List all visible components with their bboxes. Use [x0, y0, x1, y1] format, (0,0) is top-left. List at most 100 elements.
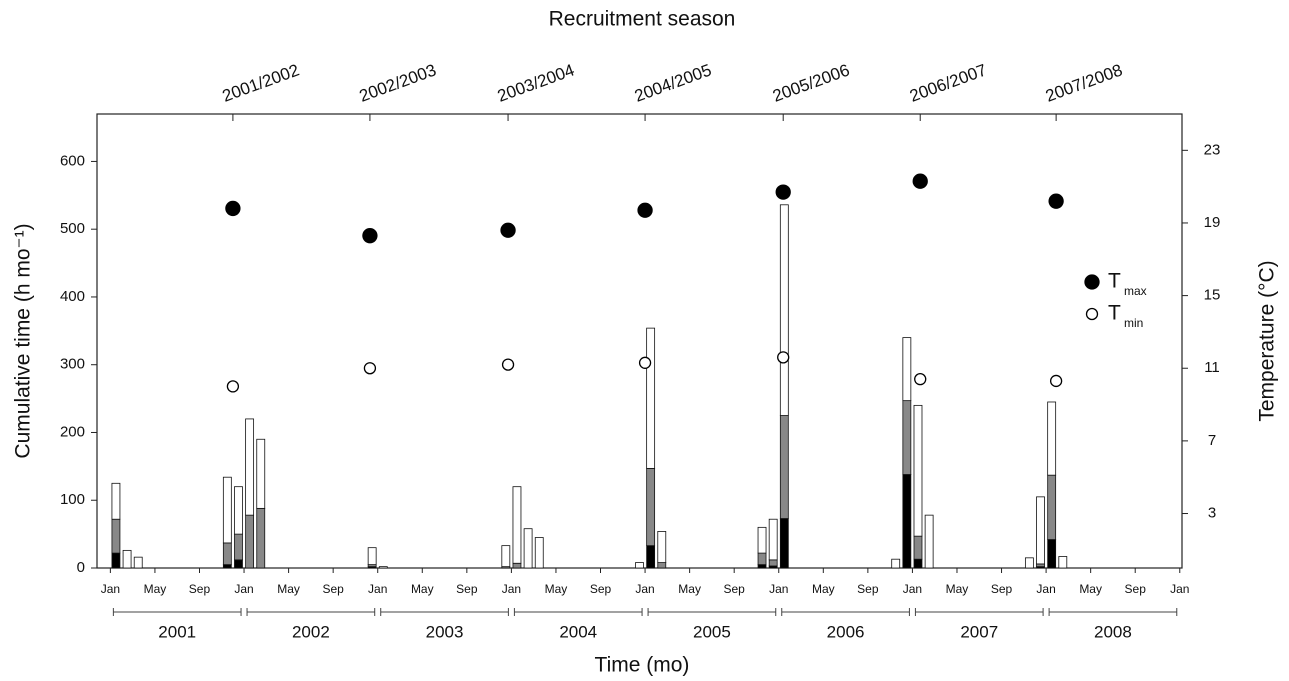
- year-label: 2006: [827, 622, 865, 641]
- x-tick-label: Sep: [991, 582, 1013, 596]
- y2-tick-label: 15: [1204, 287, 1221, 304]
- bar-segment: [646, 545, 656, 569]
- x-tick-label: Jan: [903, 582, 922, 596]
- y-tick-label: 0: [77, 559, 85, 576]
- y2-tick-label: 7: [1208, 432, 1216, 449]
- bar-segment: [657, 562, 667, 569]
- bar-segment: [902, 474, 912, 569]
- bar-segment: [1036, 563, 1045, 568]
- x-tick-label: May: [545, 582, 568, 596]
- x-tick-label: May: [277, 582, 300, 596]
- temperature-point: [912, 173, 928, 189]
- x-tick-label: Jan: [1170, 582, 1189, 596]
- bar-segment: [133, 556, 143, 569]
- year-label: 2001: [158, 622, 196, 641]
- x-tick-label: Jan: [1036, 582, 1055, 596]
- x2-tick-label: 2006/2007: [907, 60, 989, 105]
- bar-segment: [768, 518, 778, 561]
- bar-segment: [1058, 556, 1068, 569]
- x-tick-label: Sep: [590, 582, 612, 596]
- temperature-point: [637, 202, 653, 218]
- year-label: 2003: [426, 622, 464, 641]
- bar-segment: [1047, 474, 1057, 540]
- y-tick-label: 300: [60, 356, 85, 373]
- temperature-point: [777, 351, 790, 364]
- x2-tick-label: 2002/2003: [357, 60, 439, 105]
- bar-segment: [234, 533, 243, 561]
- bar-segment: [222, 564, 232, 569]
- temperature-point: [362, 228, 378, 244]
- legend-marker: [1085, 307, 1099, 321]
- bar-segment: [646, 327, 656, 469]
- x2-tick-label: 2001/2002: [220, 60, 302, 105]
- x-tick-label: Jan: [502, 582, 521, 596]
- y-tick-label: 500: [60, 220, 85, 237]
- year-label: 2005: [693, 622, 731, 641]
- legend-marker: [1084, 274, 1100, 290]
- bar-segment: [757, 526, 767, 554]
- year-label: 2002: [292, 622, 330, 641]
- bar-segment: [1024, 557, 1034, 569]
- bar-segment: [234, 559, 243, 569]
- x-tick-label: Jan: [234, 582, 253, 596]
- bar-segment: [913, 535, 923, 560]
- x-tick-label: Jan: [635, 582, 654, 596]
- bar-segment: [768, 559, 778, 567]
- temperature-point: [775, 184, 791, 200]
- y2-tick-label: 23: [1204, 141, 1221, 158]
- bar-segment: [245, 514, 255, 569]
- bar-segment: [222, 542, 232, 566]
- x-tick-label: Sep: [857, 582, 879, 596]
- x-tick-label: Sep: [189, 582, 211, 596]
- temperature-point: [914, 372, 927, 386]
- legend-subscript: min: [1124, 316, 1143, 330]
- y-tick-label: 400: [60, 288, 85, 305]
- bar-segment: [779, 415, 789, 519]
- bar-segment: [534, 537, 544, 569]
- bar-segment: [635, 562, 644, 569]
- legend-label: T: [1108, 270, 1121, 293]
- year-label: 2004: [559, 622, 597, 641]
- bar-segment: [111, 482, 121, 520]
- x-tick-label: May: [946, 582, 969, 596]
- bar-segment: [1047, 401, 1057, 476]
- bar-segment: [367, 547, 377, 566]
- x-tick-label: May: [812, 582, 835, 596]
- bar-segment: [501, 545, 511, 568]
- x-tick-label: Sep: [724, 582, 746, 596]
- temperature-point: [500, 222, 516, 238]
- temperature-point: [501, 358, 515, 371]
- bar-segment: [757, 564, 767, 569]
- bar-segment: [523, 528, 533, 569]
- x2-tick-label: 2003/2004: [495, 60, 577, 105]
- x-tick-label: Jan: [368, 582, 387, 596]
- bar-segment: [779, 204, 789, 416]
- bar-segment: [256, 507, 266, 569]
- bar-segment: [1036, 496, 1045, 565]
- x-tick-label: May: [411, 582, 434, 596]
- x-tick-label: Jan: [101, 582, 120, 596]
- year-label: 2007: [960, 622, 998, 641]
- bar-segment: [256, 438, 266, 509]
- x-tick-label: May: [678, 582, 701, 596]
- temperature-point: [225, 200, 241, 217]
- temperature-point: [226, 380, 240, 393]
- x-tick-label: Sep: [456, 582, 478, 596]
- year-label: 2008: [1094, 622, 1132, 641]
- y-axis-title: Cumulative time (h mo⁻¹): [12, 223, 35, 458]
- bar-segment: [779, 518, 789, 569]
- y-tick-label: 100: [60, 491, 85, 508]
- y2-tick-label: 19: [1204, 214, 1221, 231]
- bar-segment: [924, 514, 934, 569]
- x-tick-label: Sep: [322, 582, 344, 596]
- bar-segment: [512, 562, 522, 569]
- y-tick-label: 200: [60, 423, 85, 440]
- x-axis-title: Time (mo): [595, 654, 690, 677]
- x-tick-label: Jan: [769, 582, 788, 596]
- top-axis-title: Recruitment season: [549, 8, 736, 31]
- y-tick-label: 600: [60, 152, 85, 169]
- bar-segment: [902, 400, 912, 475]
- bar-segment: [111, 518, 121, 554]
- temperature-point: [1049, 374, 1063, 388]
